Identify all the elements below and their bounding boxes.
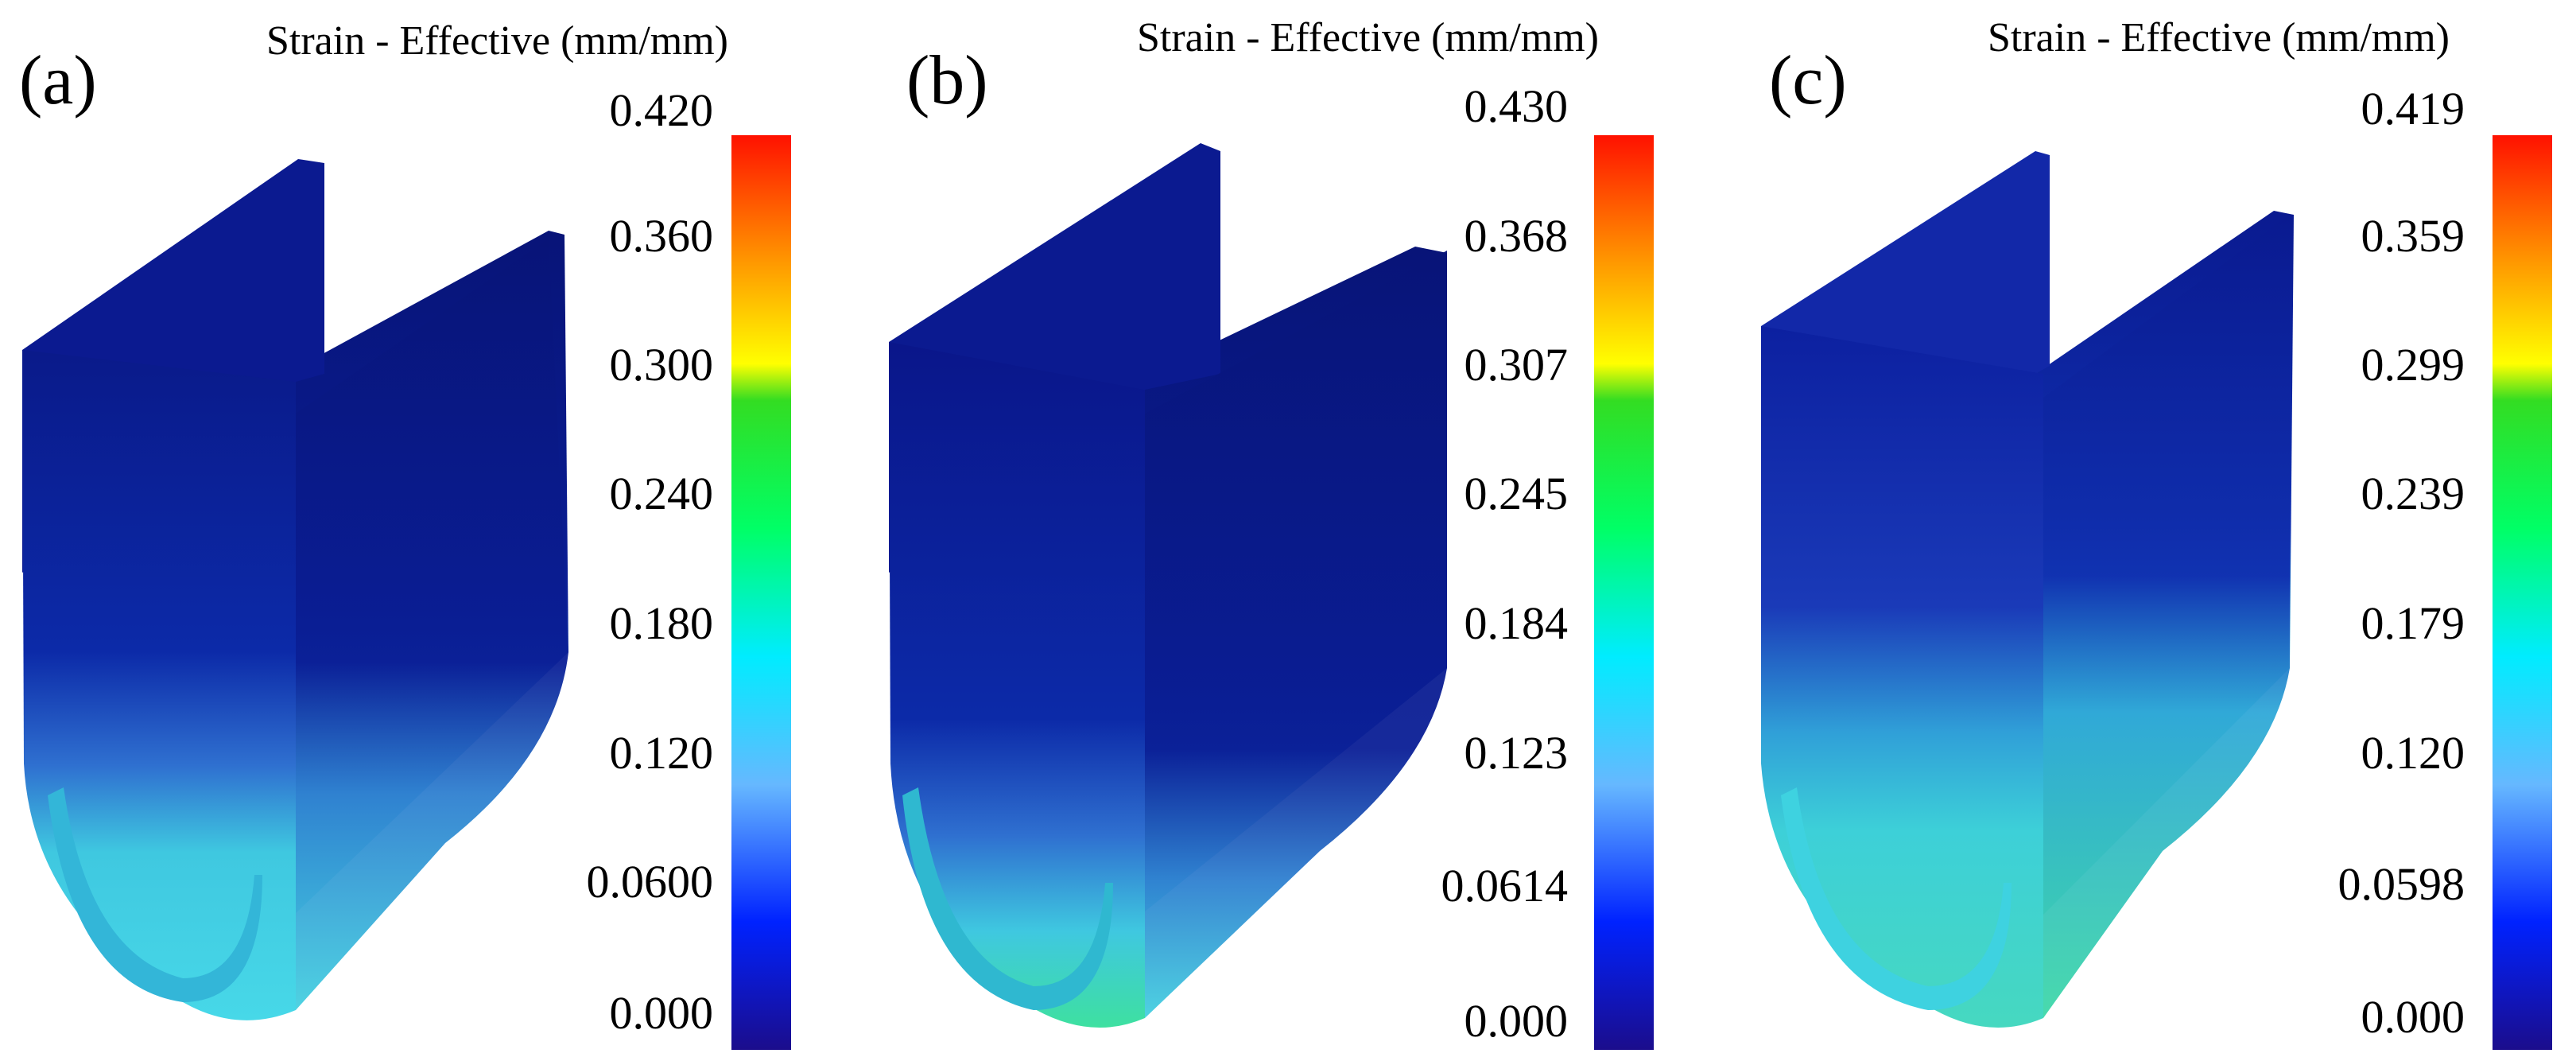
inner-face: [902, 787, 1113, 1010]
right-wall-body: [1145, 251, 1447, 1018]
panel-b: (b) Strain - Effective (mm/mm): [859, 0, 1717, 1061]
tick-label: 0.359: [2361, 210, 2465, 262]
tick-label: 0.184: [1464, 597, 1569, 649]
panel-label: (c): [1769, 42, 1847, 119]
tick-label: 0.0598: [2337, 858, 2465, 910]
u-channel-part: [1761, 151, 2294, 1028]
legend-title: Strain - Effective (mm/mm): [266, 18, 728, 64]
tick-label: 0.360: [609, 210, 714, 262]
colorbar: [731, 135, 791, 1050]
tick-label: 0.123: [1464, 727, 1569, 779]
legend-title: Strain - Effective (mm/mm): [1137, 15, 1599, 60]
colorbar: [2493, 135, 2552, 1050]
inner-face: [1781, 787, 2012, 1010]
tick-label: 0.179: [2361, 597, 2465, 649]
left-wall-body: [1761, 326, 2043, 1028]
tick-label: 0.419: [2361, 83, 2465, 134]
tick-label: 0.120: [2361, 727, 2465, 779]
panel-c: (c) Strain - Effective (mm/mm): [1717, 0, 2576, 1061]
legend-title: Strain - Effective (mm/mm): [1988, 15, 2450, 60]
tick-label: 0.000: [2361, 991, 2465, 1043]
tick-label: 0.000: [609, 987, 714, 1039]
colorbar: [1594, 135, 1654, 1050]
inner-face: [48, 787, 262, 1002]
panel-label: (a): [19, 42, 97, 119]
tick-label: 0.180: [609, 597, 714, 649]
left-wall-body: [889, 342, 1145, 1028]
tick-label: 0.300: [609, 339, 714, 391]
u-channel-part: [889, 143, 1447, 1028]
u-channel-part: [22, 159, 568, 1020]
panel-label: (b): [906, 42, 988, 119]
panel-a: (a) Strain - Effective (mm/mm): [0, 0, 859, 1061]
tick-label: 0.245: [1464, 468, 1569, 519]
right-wall-body: [296, 239, 568, 1010]
tick-label: 0.420: [609, 84, 714, 136]
tick-label: 0.430: [1464, 80, 1569, 132]
tick-label: 0.299: [2361, 339, 2465, 391]
tick-label: 0.0600: [586, 856, 714, 907]
tick-label: 0.120: [609, 727, 714, 779]
left-wall-body: [22, 350, 296, 1020]
tick-label: 0.307: [1464, 339, 1569, 391]
right-wall-body: [2043, 215, 2290, 1018]
tick-label: 0.0614: [1441, 860, 1569, 911]
tick-label: 0.000: [1464, 995, 1569, 1047]
tick-label: 0.240: [609, 468, 714, 519]
tick-label: 0.368: [1464, 210, 1569, 262]
tick-label: 0.239: [2361, 468, 2465, 519]
